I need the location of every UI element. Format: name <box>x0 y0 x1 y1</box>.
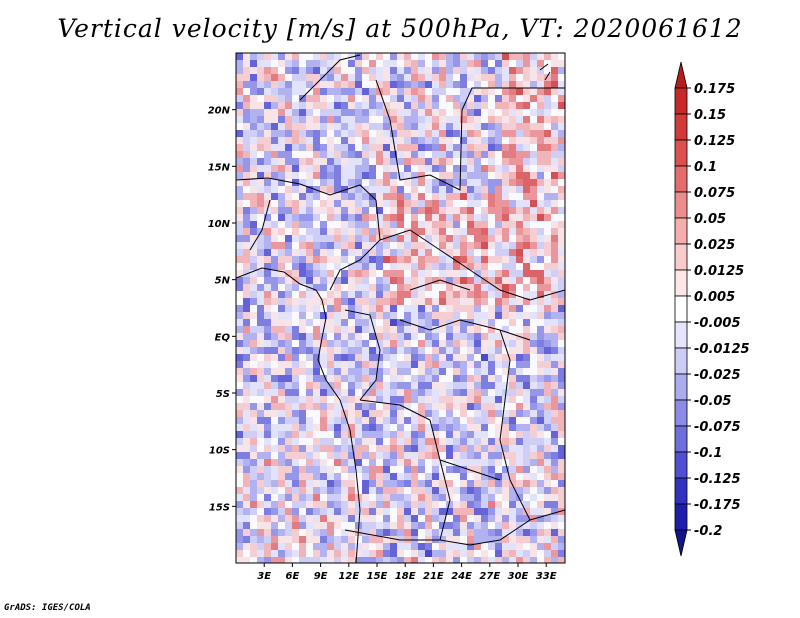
colorbar-label: 0.175 <box>694 82 735 97</box>
colorbar-box <box>674 503 688 531</box>
x-tick-label: 21E <box>423 571 444 582</box>
x-tick-label: 12E <box>338 571 359 582</box>
colorbar-label: 0.025 <box>694 238 735 253</box>
colorbar-label: -0.025 <box>694 368 741 383</box>
colorbar-label: -0.075 <box>694 420 741 435</box>
colorbar-box <box>674 425 688 453</box>
chart-title: Vertical velocity [m/s] at 500hPa, VT: 2… <box>57 14 743 43</box>
x-tick-label: 33E <box>536 571 557 582</box>
colorbar-label: -0.1 <box>694 446 722 461</box>
colorbar-box <box>674 165 688 193</box>
colorbar-label: 0.005 <box>694 290 735 305</box>
y-tick-label: 5S <box>216 389 230 400</box>
colorbar-box <box>674 243 688 271</box>
colorbar-bottom-triangle <box>674 529 688 557</box>
colorbar-label: -0.005 <box>694 316 741 331</box>
colorbar-top-triangle <box>674 61 688 89</box>
map-frame <box>235 52 566 564</box>
colorbar-label: -0.2 <box>694 524 722 539</box>
colorbar-box <box>674 373 688 401</box>
colorbar-box <box>674 87 688 115</box>
y-tick-label: 10N <box>208 219 231 230</box>
colorbar-label: -0.125 <box>694 472 741 487</box>
colorbar: 0.175 0.15 0.125 0.1 0.075 0.05 0.025 0.0125 0.0… <box>674 61 750 557</box>
colorbar-label: 0.0125 <box>694 264 744 279</box>
colorbar-box <box>674 217 688 245</box>
colorbar-label: -0.175 <box>694 498 741 513</box>
y-tick-label: 20N <box>208 106 231 117</box>
x-tick-label: 9E <box>314 571 328 582</box>
x-tick-label: 6E <box>286 571 300 582</box>
colorbar-box <box>674 399 688 427</box>
x-tick-label: 27E <box>479 571 500 582</box>
country-borders <box>236 54 565 563</box>
colorbar-box <box>674 451 688 479</box>
x-tick-label: 3E <box>257 571 271 582</box>
velocity-field <box>236 53 565 563</box>
colorbar-box <box>674 347 688 375</box>
y-tick-label: 15N <box>208 162 231 173</box>
colorbar-label: 0.125 <box>694 134 735 149</box>
y-tick-label: 5N <box>215 276 231 287</box>
y-axis: 20N 15N 10N 5N EQ 5S 10S 15S <box>208 106 236 513</box>
colorbar-box <box>674 295 688 323</box>
y-tick-label: 10S <box>209 446 230 457</box>
colorbar-box <box>674 139 688 167</box>
colorbar-label: 0.075 <box>694 186 735 201</box>
colorbar-box <box>674 269 688 297</box>
grads-credit: GrADS: IGES/COLA <box>4 603 91 613</box>
colorbar-label: -0.0125 <box>694 342 750 357</box>
colorbar-label: 0.05 <box>694 212 726 227</box>
colorbar-label: 0.15 <box>694 108 726 123</box>
x-tick-label: 18E <box>395 571 416 582</box>
colorbar-label: -0.05 <box>694 394 731 409</box>
x-tick-label: 30E <box>508 571 529 582</box>
colorbar-label: 0.1 <box>694 160 717 175</box>
colorbar-box <box>674 321 688 349</box>
colorbar-box <box>674 113 688 141</box>
y-tick-label: EQ <box>215 332 231 343</box>
colorbar-box <box>674 191 688 219</box>
colorbar-box <box>674 477 688 505</box>
x-axis: 3E 6E 9E 12E 15E 18E 21E 24E 27E 30E 33E <box>257 563 557 582</box>
y-tick-label: 15S <box>209 502 230 513</box>
x-tick-label: 15E <box>367 571 388 582</box>
x-tick-label: 24E <box>451 571 472 582</box>
